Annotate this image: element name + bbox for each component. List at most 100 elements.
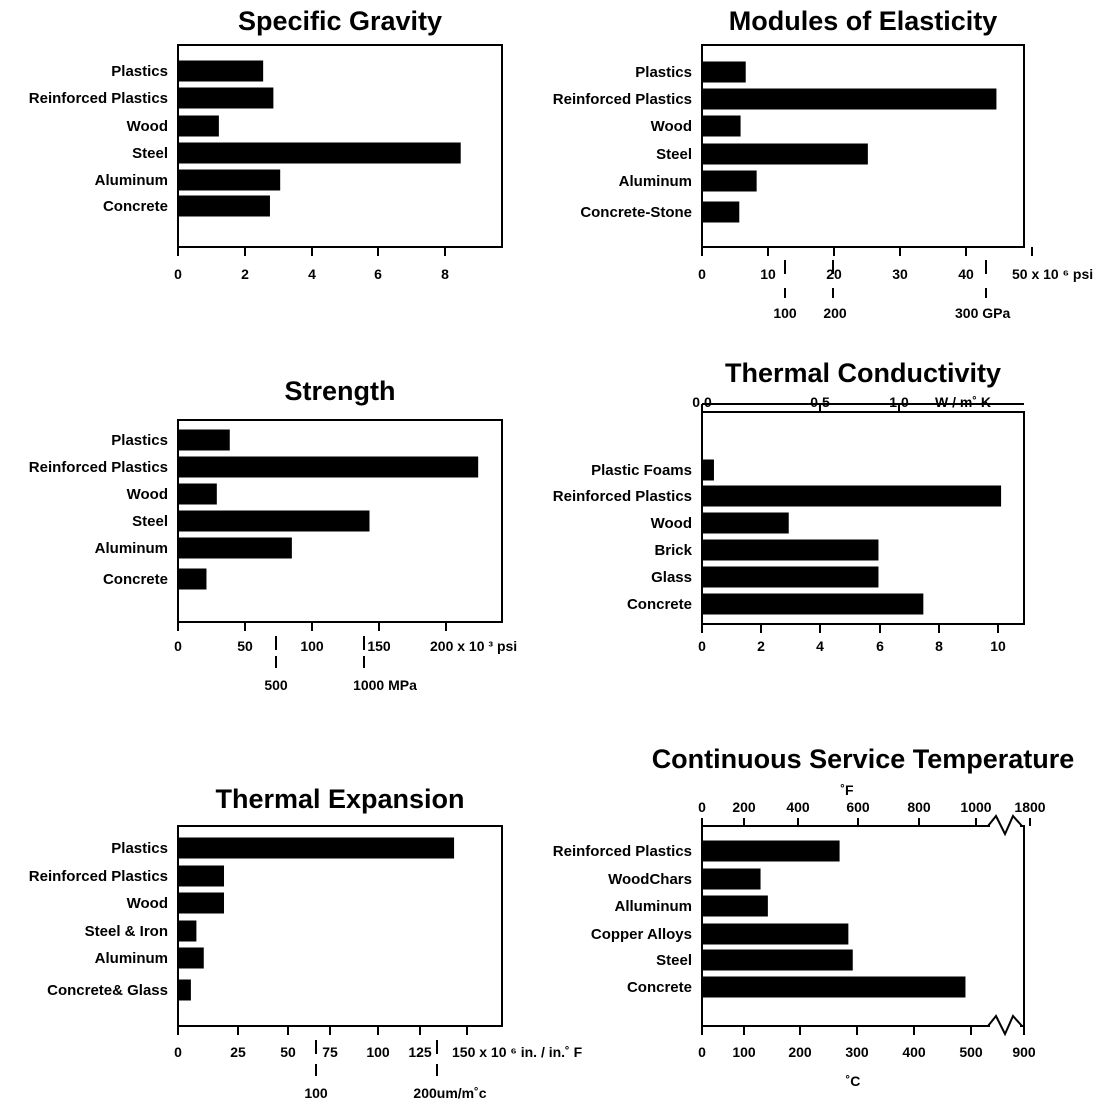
x-tick-label: 25	[230, 1044, 246, 1060]
bar-plastics	[178, 837, 455, 859]
bar-concrete	[178, 195, 270, 217]
category-label: WoodChars	[608, 871, 692, 888]
category-label: Aluminum	[95, 540, 168, 557]
top-tick-label: 0	[698, 799, 706, 815]
category-label: Plastics	[111, 840, 168, 857]
x-tick-label: 50	[237, 638, 253, 654]
bottom-tick-label: 400	[902, 1044, 926, 1060]
bar-plastic-foams	[702, 459, 714, 481]
category-label: Concrete	[103, 571, 168, 588]
x-tick-label: 75	[322, 1044, 338, 1060]
category-label: Steel	[656, 146, 692, 163]
bar-reinforced-plastics	[178, 456, 479, 478]
chart-title: Continuous Service Temperature	[652, 744, 1075, 774]
bottom-tick-label: 900	[1012, 1044, 1036, 1060]
top-axis-break-mask	[990, 820, 1020, 832]
category-label: Plastic Foams	[591, 462, 692, 479]
bar-aluminum	[178, 169, 281, 191]
bottom-tick-label: 200	[788, 1044, 812, 1060]
bar-wood	[702, 512, 789, 534]
x-tick-label: 6	[876, 638, 884, 654]
bar-aluminum	[178, 537, 292, 559]
bottom-axis-label: ˚C	[846, 1073, 861, 1089]
top-tick-label: 1000	[960, 799, 991, 815]
category-label: Steel	[656, 952, 692, 969]
chart-tc: Thermal Conductivity Plastic Foams Reinfor…	[553, 358, 1025, 654]
chart-sg: Specific Gravity Plastics Reinforced Plast…	[29, 6, 503, 282]
x-tick-label: 100	[300, 638, 324, 654]
bar-concrete	[702, 593, 924, 615]
x-tick-label: 0	[174, 1044, 182, 1060]
x-tick-label: 0	[174, 638, 182, 654]
x-tick-label: 6	[374, 266, 382, 282]
category-label: Plastics	[111, 432, 168, 449]
x-tick-label: 200 x 10 ³ psi	[430, 638, 517, 654]
bar-steel	[178, 510, 370, 532]
chart-cst: Continuous Service Temperature Reinforced…	[553, 744, 1075, 1089]
x-tick-label: 8	[935, 638, 943, 654]
secondary-tick-label: 1000 MPa	[353, 677, 417, 693]
category-label: Alluminum	[615, 898, 693, 915]
bar-reinforced-plastics	[702, 88, 997, 110]
bottom-axis-break-mask	[990, 1020, 1020, 1032]
bar-wood	[178, 115, 219, 137]
chart-st: Strength Plastics Reinforced Plastics Wood S…	[29, 376, 517, 693]
bottom-tick-label: 500	[959, 1044, 983, 1060]
bar-steel-iron	[178, 920, 197, 942]
top-tick-label: 400	[786, 799, 810, 815]
chart-title: Specific Gravity	[238, 6, 442, 36]
category-label: Copper Alloys	[591, 926, 692, 943]
chart-title: Thermal Expansion	[215, 784, 464, 814]
bar-aluminum	[702, 170, 757, 192]
secondary-tick-label: 100	[773, 305, 797, 321]
top-axis-label: ˚F	[840, 782, 854, 798]
x-tick-label: 10	[760, 266, 776, 282]
category-label: Concrete	[627, 979, 692, 996]
top-tick-label: 200	[732, 799, 756, 815]
x-tick-label: 0	[698, 638, 706, 654]
top-tick-label: 600	[846, 799, 870, 815]
category-label: Aluminum	[95, 172, 168, 189]
bar-plastics	[702, 61, 746, 83]
category-label: Aluminum	[95, 950, 168, 967]
category-label: Wood	[127, 486, 168, 503]
x-tick-label: 40	[958, 266, 974, 282]
x-tick-label: 150 x 10 ⁶ in. / in.˚ F	[452, 1044, 583, 1060]
x-tick-label: 30	[892, 266, 908, 282]
chart-me: Modules of Elasticity Plastics Reinforced …	[553, 6, 1093, 321]
category-label: Steel	[132, 145, 168, 162]
chart-title: Thermal Conductivity	[725, 358, 1001, 388]
category-label: Concrete	[103, 198, 168, 215]
bar-aluminum	[178, 947, 204, 969]
category-label: Wood	[127, 118, 168, 135]
category-label: Reinforced Plastics	[553, 488, 692, 505]
category-label: Steel	[132, 513, 168, 530]
x-tick-label: 150	[367, 638, 391, 654]
category-label: Concrete& Glass	[47, 982, 168, 999]
category-label: Wood	[651, 118, 692, 135]
category-label: Reinforced Plastics	[29, 868, 168, 885]
category-label: Glass	[651, 569, 692, 586]
x-tick-label: 4	[816, 638, 824, 654]
bar-wood	[178, 483, 217, 505]
secondary-tick-label: 0.0	[692, 394, 712, 410]
bar-steel	[178, 142, 461, 164]
x-tick-label: 8	[441, 266, 449, 282]
secondary-tick-label: 300 GPa	[955, 305, 1010, 321]
secondary-unit-label: W / m˚ K	[935, 394, 991, 410]
bottom-tick-label: 300	[845, 1044, 869, 1060]
category-label: Plastics	[111, 63, 168, 80]
x-unit-label: 50 x 10 ⁶ psi	[1012, 266, 1093, 282]
bar-woodchars	[702, 868, 761, 890]
category-label: Aluminum	[619, 173, 692, 190]
category-label: Brick	[654, 542, 692, 559]
bar-concrete	[702, 976, 966, 998]
x-tick-label: 4	[308, 266, 316, 282]
bar-plastics	[178, 60, 264, 82]
bar-steel	[702, 949, 853, 971]
category-label: Plastics	[635, 64, 692, 81]
x-tick-label: 0	[698, 266, 706, 282]
x-tick-label: 2	[241, 266, 249, 282]
x-tick-label: 2	[757, 638, 765, 654]
